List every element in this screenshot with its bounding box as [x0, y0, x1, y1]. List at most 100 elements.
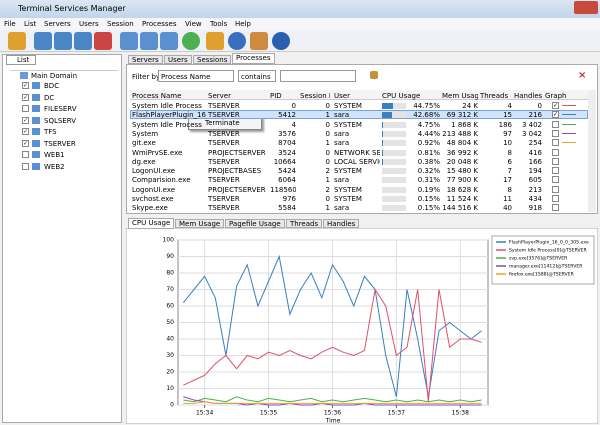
menu-item[interactable]: View	[185, 20, 202, 28]
tool-button[interactable]	[140, 32, 158, 50]
column-header[interactable]: User	[334, 92, 350, 100]
column-header[interactable]: Session ID	[300, 92, 330, 100]
graph-checkbox[interactable]	[552, 129, 559, 137]
tree-item[interactable]: FILESERV	[44, 105, 77, 113]
tool-button[interactable]	[206, 32, 224, 50]
column-header[interactable]: Server	[208, 92, 231, 100]
remove-filter-icon[interactable]: ×	[578, 70, 587, 81]
tree-checkbox[interactable]: ✓	[22, 93, 29, 101]
filter-operator[interactable]: contains	[238, 70, 276, 82]
tree-item[interactable]: TSERVER	[44, 139, 76, 148]
menu-item[interactable]: Users	[79, 20, 99, 28]
menu-item[interactable]: Tools	[210, 20, 228, 28]
filter-input[interactable]	[280, 70, 356, 82]
tool-button[interactable]	[228, 32, 246, 50]
tool-button[interactable]	[250, 32, 268, 50]
cell: 144 516 K	[442, 204, 478, 213]
tree-item[interactable]: SQLSERV	[44, 116, 76, 125]
cell: 6064	[278, 176, 296, 185]
tool-button[interactable]	[94, 32, 112, 50]
tab[interactable]: Handles	[323, 219, 360, 228]
cpu-chart: 0 10 20 30 40 50 60 70 80 90 100 15:34 15:35 15:36 15:…	[126, 228, 598, 424]
tab[interactable]: Users	[164, 55, 192, 64]
cell: SYSTEM	[334, 195, 362, 203]
cell: SYSTEM	[334, 102, 362, 110]
column-header[interactable]: Handles	[514, 92, 542, 100]
cell: 3524	[278, 148, 296, 157]
cell: 7	[507, 167, 512, 176]
tree-item[interactable]: BDC	[44, 82, 60, 90]
tree-checkbox[interactable]	[22, 162, 29, 170]
tab[interactable]: Mem Usage	[175, 219, 225, 228]
tab[interactable]: Sessions	[193, 55, 232, 64]
cell: 11 524 K	[446, 195, 478, 203]
tree-checkbox[interactable]: ✓	[22, 128, 29, 135]
graph-checkbox[interactable]	[552, 157, 559, 165]
series-line	[183, 396, 482, 403]
tool-button[interactable]	[74, 32, 92, 50]
graph-checkbox[interactable]	[552, 176, 559, 184]
menu-item[interactable]: Servers	[44, 20, 71, 28]
column-header[interactable]: Threads	[480, 92, 509, 100]
graph-checkbox[interactable]: ✓	[552, 111, 559, 119]
minimize-button[interactable]	[528, 2, 546, 14]
cell: sara	[334, 129, 350, 138]
context-menu-item[interactable]: Terminate	[205, 119, 240, 127]
cell: 254	[528, 139, 542, 148]
tree-checkbox[interactable]	[22, 105, 29, 112]
cell: 434	[528, 195, 542, 203]
tab[interactable]: Servers	[128, 55, 163, 64]
tool-button[interactable]	[272, 32, 290, 50]
sidebar-tab[interactable]: List	[6, 55, 36, 65]
menu-item[interactable]: Session	[107, 20, 134, 28]
cell: 976	[282, 195, 296, 203]
tree-checkbox[interactable]	[22, 151, 29, 158]
tree-item[interactable]: WEB2	[44, 162, 65, 171]
graph-checkbox[interactable]	[552, 139, 559, 147]
server-icon	[32, 105, 40, 112]
tree-item[interactable]: TFS	[44, 128, 57, 136]
tool-button[interactable]	[160, 32, 178, 50]
clear-filter-icon[interactable]	[370, 71, 378, 79]
graph-checkbox[interactable]	[552, 204, 559, 212]
cell: SYSTEM	[334, 120, 362, 129]
tree-item[interactable]: WEB1	[44, 151, 65, 159]
column-header[interactable]: Graph	[545, 92, 567, 100]
tool-button[interactable]	[120, 32, 138, 50]
cell: 0	[325, 195, 330, 203]
graph-checkbox[interactable]	[552, 120, 559, 128]
tab[interactable]: CPU Usage	[128, 218, 175, 229]
column-header[interactable]: Process Name	[132, 92, 182, 100]
graph-checkbox[interactable]	[552, 148, 559, 156]
tool-button[interactable]	[54, 32, 72, 50]
scrollbar[interactable]	[588, 90, 596, 212]
cell: 0.38%	[417, 157, 440, 166]
menu-item[interactable]: File	[4, 20, 16, 28]
graph-checkbox[interactable]: ✓	[552, 102, 559, 109]
tool-button[interactable]	[182, 32, 200, 50]
graph-checkbox[interactable]	[552, 167, 559, 175]
close-button[interactable]	[574, 1, 598, 14]
menu-item[interactable]: Processes	[142, 20, 177, 28]
column-header[interactable]: CPU Usage	[382, 92, 421, 100]
graph-checkbox[interactable]	[552, 195, 559, 202]
tool-button[interactable]	[34, 32, 52, 50]
tree-item[interactable]: DC	[44, 93, 55, 102]
tab[interactable]: Processes	[232, 53, 275, 64]
tab[interactable]: Pagefile Usage	[225, 219, 285, 228]
tool-button[interactable]	[8, 32, 26, 50]
filter-field[interactable]: Process Name	[158, 70, 234, 82]
column-header[interactable]: Mem Usage	[442, 92, 478, 100]
tab[interactable]: Threads	[286, 219, 323, 228]
tree-checkbox[interactable]: ✓	[22, 116, 29, 124]
tree-checkbox[interactable]: ✓	[22, 139, 29, 147]
cell: 186	[498, 120, 512, 129]
cell: 8704	[278, 139, 296, 148]
menu-item[interactable]: Help	[235, 20, 251, 28]
separator	[10, 70, 118, 71]
column-header[interactable]: PID	[270, 92, 282, 100]
graph-checkbox[interactable]	[552, 185, 559, 193]
menu-item[interactable]: List	[24, 20, 37, 28]
cell: 97	[503, 129, 512, 138]
tree-checkbox[interactable]: ✓	[22, 82, 29, 89]
